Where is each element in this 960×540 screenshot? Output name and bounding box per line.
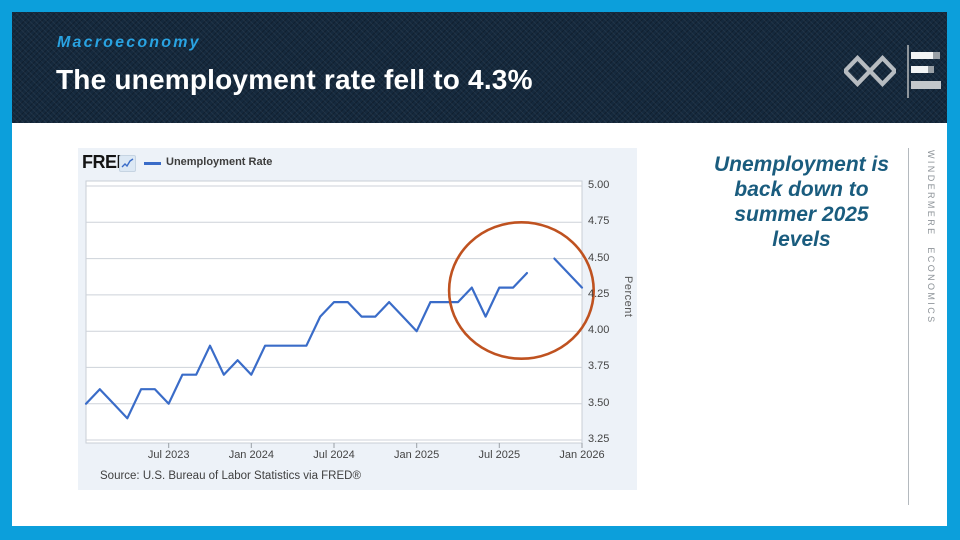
sidebar-brand-text: WINDERMERE ECONOMICS [926, 150, 936, 325]
page-title: The unemployment rate fell to 4.3% [56, 64, 533, 95]
section-eyebrow: Macroeconomy [57, 34, 201, 51]
y-tick-label: 3.25 [588, 433, 610, 446]
windermere-w-logo-icon [844, 54, 896, 88]
header-banner: Macroeconomy The unemployment rate fell … [12, 12, 947, 123]
fred-logo: FRED [82, 152, 130, 172]
bar-chart-logo-icon [905, 45, 945, 98]
y-tick-label: 4.00 [588, 324, 610, 337]
x-tick-label: Jan 2024 [228, 449, 274, 461]
y-tick-label: 3.75 [588, 360, 610, 373]
y-axis-title: Percent [622, 276, 634, 318]
callout-text: Unemployment is back down to summer 2025… [713, 153, 890, 251]
y-tick-label: 4.25 [588, 287, 610, 300]
x-tick-label: Jan 2026 [559, 449, 605, 461]
bar-logo-bar-middle [911, 66, 934, 73]
legend-label: Unemployment Rate [166, 156, 273, 168]
fred-sparkline-icon [119, 155, 136, 172]
y-tick-label: 3.50 [588, 396, 610, 409]
x-tick-label: Jul 2023 [147, 449, 190, 461]
legend-line-swatch [144, 162, 161, 165]
unemployment-rate-line [84, 271, 528, 420]
x-tick-label: Jul 2024 [313, 449, 355, 461]
fred-chart-card: FRED Unemployment Rate 5.00 4.75 4.50 4.25 4… [78, 148, 637, 490]
y-tick-label: 4.75 [588, 215, 610, 228]
x-tick-label: Jul 2025 [478, 449, 521, 461]
y-tick-label: 5.00 [588, 179, 610, 191]
slide-body: Macroeconomy The unemployment rate fell … [12, 12, 947, 526]
bar-logo-axis [907, 45, 909, 98]
x-tick-label: Jan 2025 [394, 449, 440, 461]
bar-logo-bar-bottom [911, 81, 941, 89]
unemployment-rate-line [553, 257, 584, 289]
y-tick-label: 4.50 [588, 251, 610, 264]
vertical-divider [908, 148, 909, 505]
bar-logo-bar-top [911, 52, 940, 59]
unemployment-line-chart [84, 180, 595, 448]
highlight-circle-annotation [447, 221, 595, 360]
source-attribution: Source: U.S. Bureau of Labor Statistics … [100, 470, 361, 482]
